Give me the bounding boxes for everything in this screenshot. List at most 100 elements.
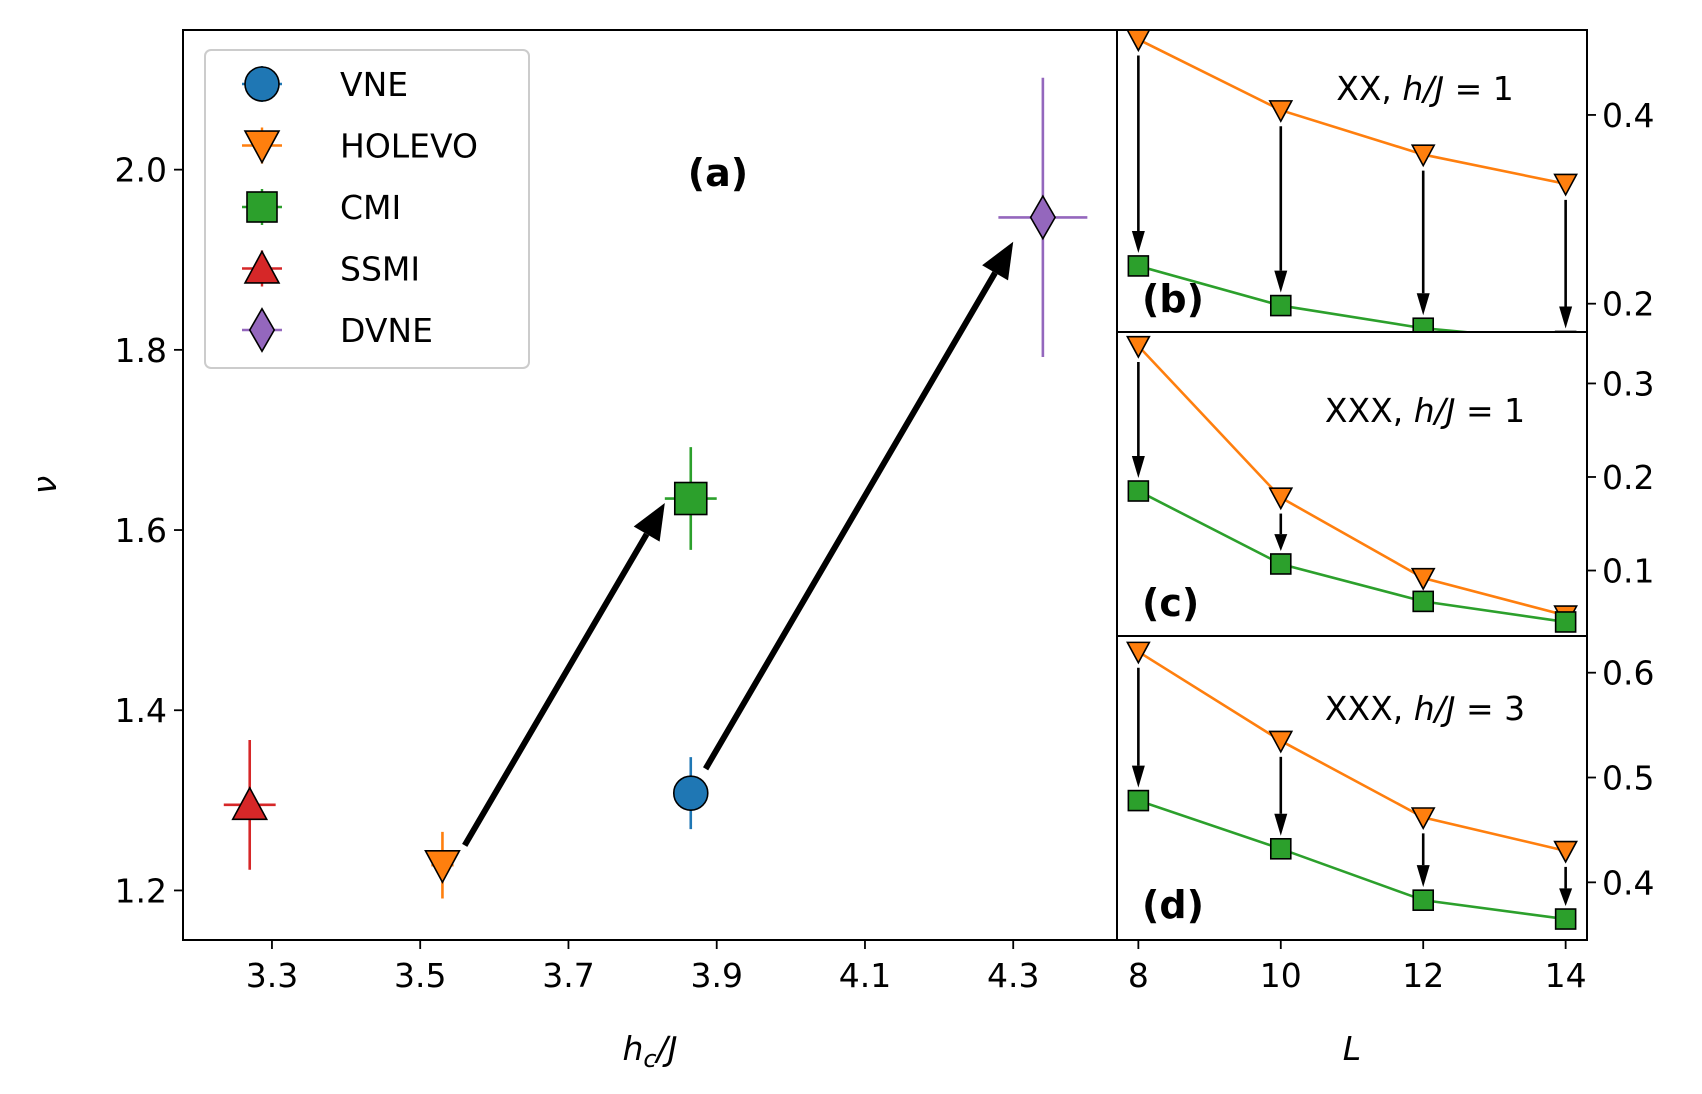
x-axis-label: hc/J [623, 1029, 678, 1073]
legend-label: DVNE [340, 311, 433, 350]
drop-arrow-head [1131, 230, 1145, 253]
point-cmi [1554, 908, 1577, 930]
series-line-holevo [1137, 650, 1566, 853]
panel-a: 3.3 3.5 3.7 3.9 4.1 4.3 1.2 1.4 1.6 1.8 2.0 hc/J ν (a… [25, 29, 1118, 1073]
y-tick-label: 0.4 [1602, 96, 1654, 135]
legend-entry-dvne: DVNE [242, 307, 433, 353]
point-holevo [1126, 641, 1151, 665]
series-line-cmi [1137, 799, 1566, 921]
x-tick-label: 14 [1545, 956, 1587, 995]
marker-ssmi [231, 786, 269, 821]
arrow-2 [703, 241, 1014, 771]
point-holevo [1126, 29, 1151, 53]
drop-arrow [1274, 126, 1288, 293]
arrow-2-head [982, 241, 1014, 281]
legend-entry-holevo: HOLEVO [242, 127, 478, 166]
panel-b-annotation: XX, h/J = 1 [1336, 69, 1514, 108]
drop-arrow-head [1559, 306, 1573, 329]
legend-marker [244, 66, 280, 102]
point-holevo [1410, 567, 1436, 591]
drop-arrow [1274, 513, 1288, 551]
x-tick-label: 3.3 [246, 956, 298, 995]
y-tick-label: 0.6 [1602, 654, 1654, 693]
panel-d: 0.4 0.5 0.6 8 10 12 14 L XXX, h/J = 3 (d) [1116, 635, 1654, 1068]
x-tick-label: 12 [1402, 956, 1444, 995]
point-cmi [1269, 553, 1292, 575]
point-ssmi [223, 739, 276, 870]
x-axis-label-L: L [1343, 1029, 1361, 1068]
point-holevo [1553, 840, 1578, 864]
drop-arrow-head [1131, 456, 1145, 479]
y-tick-label: 1.8 [115, 331, 167, 370]
panel-d-annotation: XXX, h/J = 3 [1325, 689, 1525, 728]
drop-arrow [1416, 833, 1430, 888]
series-line-holevo [1137, 38, 1566, 186]
y-tick-label: 1.6 [115, 511, 167, 550]
y-tick-label: 0.2 [1602, 458, 1654, 497]
point-cmi [1127, 255, 1150, 277]
marker-vne [672, 775, 709, 811]
y-tick-label: 0.2 [1602, 285, 1654, 324]
y-tick-label: 0.5 [1602, 759, 1654, 798]
legend-label: HOLEVO [340, 127, 478, 166]
drop-arrow-head [1274, 534, 1288, 551]
point-cmi [1554, 611, 1577, 633]
point-dvne [998, 77, 1088, 358]
drop-arrow-head [1416, 865, 1430, 888]
drop-arrow-head [1274, 270, 1288, 293]
y-axis-label: ν [25, 476, 64, 494]
series-line-cmi [1137, 489, 1566, 624]
series-line-holevo [1137, 345, 1566, 617]
legend-entry-cmi: CMI [242, 188, 401, 227]
drop-arrow-head [1131, 765, 1145, 788]
drop-arrow [1131, 55, 1145, 253]
x-tick-label: 4.1 [839, 956, 891, 995]
point-cmi [1127, 480, 1150, 502]
arrow-1-head [633, 503, 665, 542]
point-cmi [664, 447, 717, 550]
drop-arrow [1274, 756, 1288, 836]
drop-arrow [1559, 199, 1573, 329]
panel-label-c: (c) [1142, 581, 1199, 625]
x-tick-label: 3.9 [690, 956, 742, 995]
marker-holevo [424, 849, 461, 884]
y-tick-label: 2.0 [115, 151, 167, 190]
drop-arrow-head [1559, 888, 1573, 907]
point-cmi [1412, 889, 1435, 911]
drop-arrow [1559, 866, 1573, 907]
point-holevo [1268, 100, 1294, 123]
arrow-1-shaft [462, 532, 650, 847]
point-holevo [1553, 173, 1578, 197]
point-cmi [1269, 837, 1292, 860]
panel-label-a: (a) [688, 151, 748, 195]
y-tick-label: 1.4 [115, 691, 167, 730]
legend-label: SSMI [340, 250, 420, 289]
y-tick-label: 0.1 [1602, 552, 1654, 591]
legend-entry-ssmi: SSMI [242, 250, 420, 289]
panel-b: 0.2 0.4 XX, h/J = 1 (b) [1116, 29, 1654, 353]
marker-dvne [1029, 194, 1057, 241]
point-holevo [424, 831, 461, 899]
x-tick-label: 10 [1260, 956, 1302, 995]
x-tick-label: 8 [1128, 956, 1149, 995]
legend-frame [204, 49, 530, 369]
panel-c-frame [1116, 331, 1588, 637]
legend-marker [246, 191, 278, 223]
panel-label-b: (b) [1142, 277, 1204, 321]
y-tick-label: 0.4 [1602, 863, 1654, 902]
point-holevo [1126, 335, 1151, 359]
drop-arrow [1131, 362, 1145, 479]
legend: VNE HOLEVO CMI SSMI DVNE [204, 49, 530, 369]
y-tick-label: 1.2 [115, 871, 167, 910]
panel-label-d: (d) [1142, 883, 1204, 927]
legend-marker [243, 130, 281, 165]
legend-label: VNE [340, 65, 408, 104]
point-holevo [1268, 487, 1294, 511]
point-cmi [1412, 590, 1435, 613]
x-tick-label: 4.3 [987, 956, 1039, 995]
legend-entry-vne: VNE [242, 65, 408, 104]
point-holevo [1410, 807, 1436, 831]
legend-marker [248, 307, 276, 353]
point-holevo [1410, 144, 1436, 168]
